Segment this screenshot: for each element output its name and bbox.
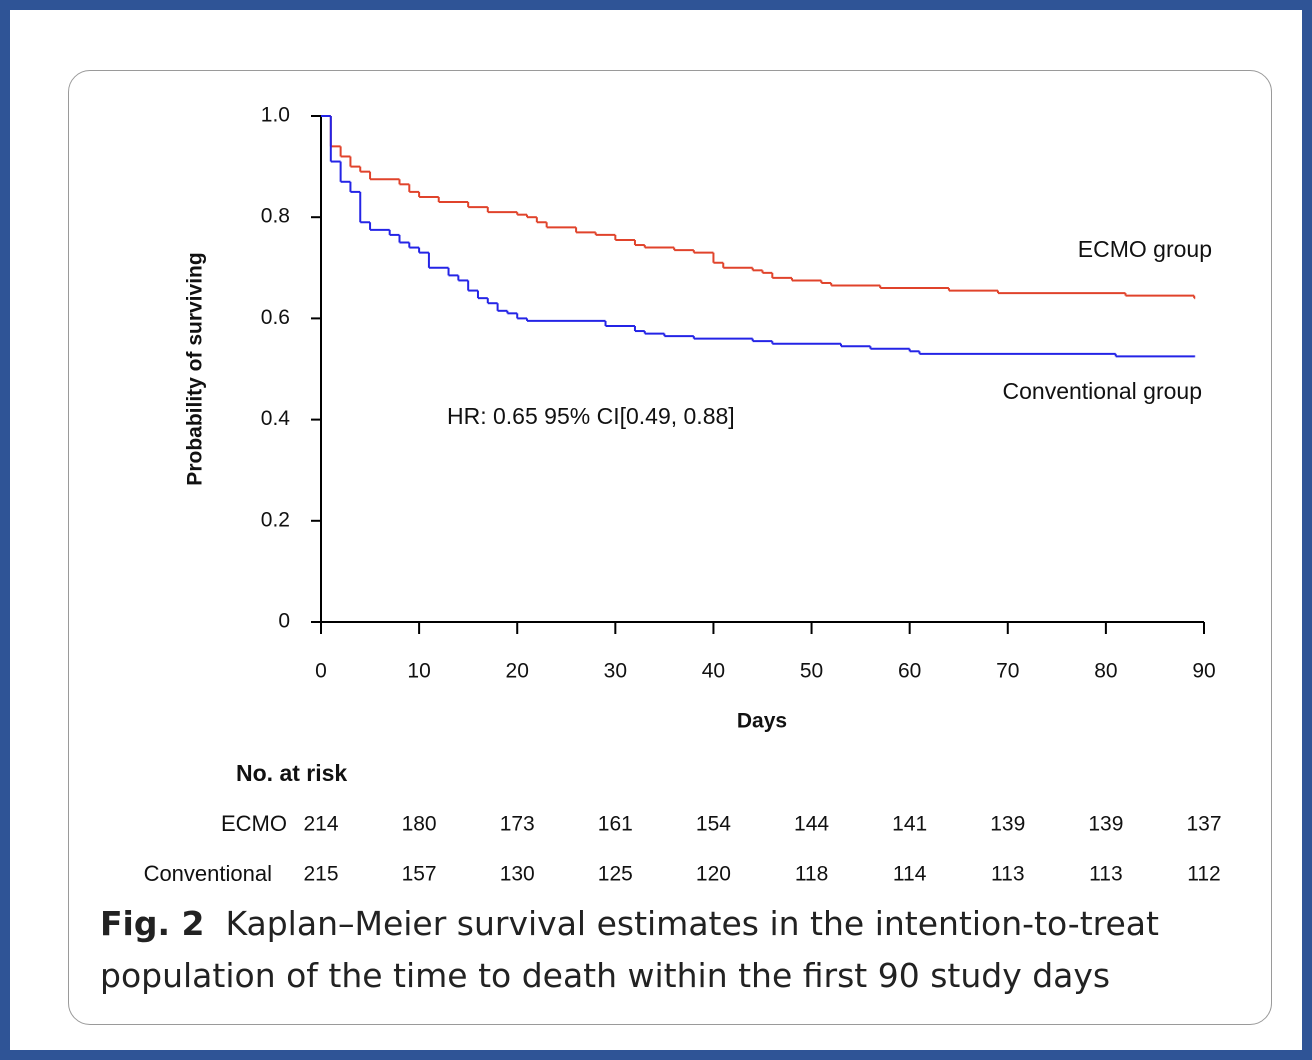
risk-count: 173	[500, 813, 535, 836]
series-annotation: ECMO group	[1078, 236, 1212, 262]
y-tick-label: 0.2	[261, 508, 290, 531]
risk-count: 161	[598, 813, 633, 836]
risk-count: 139	[1088, 813, 1123, 836]
hr-annotation: HR: 0.65 95% CI[0.49, 0.88]	[447, 403, 735, 429]
risk-count: 180	[402, 813, 437, 836]
risk-count: 112	[1187, 863, 1220, 886]
x-tick-label: 60	[898, 660, 921, 683]
risk-row-label: Conventional	[144, 861, 272, 886]
x-tick-label: 70	[996, 660, 1019, 683]
risk-count: 215	[303, 863, 338, 886]
risk-count: 114	[893, 863, 927, 886]
x-tick-label: 30	[604, 660, 627, 683]
y-tick-label: 0.8	[261, 205, 290, 228]
risk-count: 144	[794, 813, 829, 836]
risk-count: 130	[500, 863, 535, 886]
risk-count: 120	[696, 863, 731, 886]
risk-table-title: No. at risk	[236, 760, 347, 786]
risk-count: 125	[598, 863, 633, 886]
x-tick-label: 20	[506, 660, 529, 683]
y-tick-label: 1.0	[261, 104, 290, 127]
risk-row-label: ECMO	[221, 811, 287, 836]
risk-count: 139	[990, 813, 1025, 836]
risk-count: 141	[892, 813, 927, 836]
risk-count: 154	[696, 813, 731, 836]
y-tick-label: 0.6	[261, 306, 290, 329]
risk-count: 113	[991, 863, 1024, 886]
figure-card	[68, 70, 1272, 1025]
risk-count: 113	[1089, 863, 1122, 886]
risk-count: 214	[303, 813, 338, 836]
series-annotation: Conventional group	[1003, 378, 1202, 404]
x-tick-label: 50	[800, 660, 823, 683]
y-tick-label: 0	[278, 610, 290, 633]
risk-count: 137	[1186, 813, 1221, 836]
x-tick-label: 0	[315, 660, 327, 683]
caption: Fig. 2 Kaplan–Meier survival estimates i…	[100, 898, 1220, 1002]
x-tick-label: 10	[407, 660, 430, 683]
x-tick-label: 90	[1192, 660, 1215, 683]
caption-label: Fig. 2	[100, 904, 205, 943]
x-tick-label: 40	[702, 660, 725, 683]
x-axis-label: Days	[737, 710, 787, 733]
x-tick-label: 80	[1094, 660, 1117, 683]
risk-count: 157	[402, 863, 437, 886]
caption-text: Kaplan–Meier survival estimates in the i…	[100, 904, 1159, 995]
y-tick-label: 0.4	[261, 407, 291, 430]
y-axis-label: Probability of surviving	[184, 252, 207, 485]
risk-count: 118	[795, 863, 828, 886]
